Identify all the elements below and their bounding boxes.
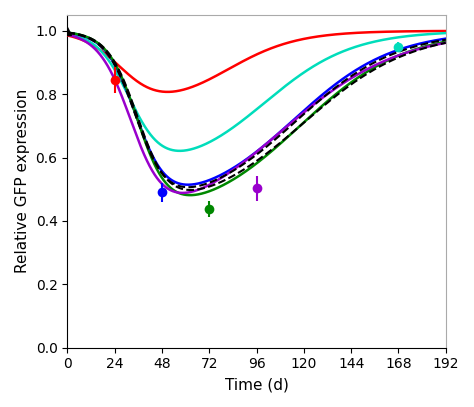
Y-axis label: Relative GFP expression: Relative GFP expression bbox=[15, 89, 30, 274]
X-axis label: Time (d): Time (d) bbox=[225, 377, 289, 392]
